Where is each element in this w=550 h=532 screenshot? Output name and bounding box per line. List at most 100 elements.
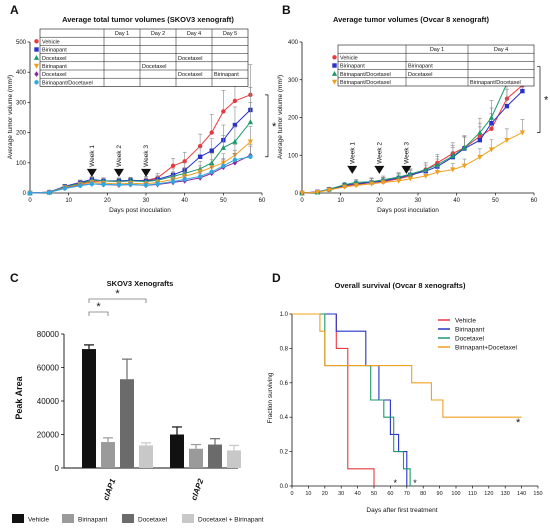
chart-a-point (220, 144, 226, 150)
chart-c-significance-star: * (115, 288, 120, 300)
chart-b-ylabel: Average tumor volume (mm³) (277, 75, 284, 159)
chart-a-significance-bracket (265, 94, 269, 158)
chart-b-point (477, 129, 483, 135)
chart-a-table-marker (34, 47, 39, 52)
chart-a-table-marker (34, 80, 39, 85)
chart-a-point (197, 174, 203, 179)
chart-b-point (450, 167, 456, 173)
chart-a-series-line (29, 94, 251, 194)
chart-a-x-tick-label: 50 (220, 198, 227, 204)
chart-a-week-label: Week 1 (89, 145, 96, 167)
chart-a-series-2 (29, 102, 253, 194)
chart-d-x-tick-label: 0 (290, 491, 293, 497)
chart-b-point (450, 153, 456, 159)
chart-b-point (369, 181, 375, 187)
chart-b-table-marker (332, 55, 337, 60)
chart-d-x-tick-label: 110 (468, 491, 477, 497)
chart-a-table-cell: Docetaxel (178, 72, 202, 78)
chart-a-x-tick-label: 40 (181, 198, 188, 204)
panel-label-c: C (10, 271, 19, 285)
chart-b-point (423, 166, 429, 172)
chart-d-x-tick-label: 10 (305, 491, 311, 497)
chart-b-table-frame (337, 44, 535, 87)
chart-c-bar-docetaxel (208, 444, 222, 468)
chart-b-x-tick-label: 60 (531, 198, 538, 204)
legend-swatch-birinapant (62, 514, 74, 523)
legend-swatch-docetaxel (122, 514, 134, 523)
chart-b-point (504, 137, 510, 143)
chart-b-week-arrow (401, 165, 412, 174)
chart-d-x-tick-label: 140 (517, 491, 526, 497)
chart-a-series-3 (29, 126, 253, 194)
chart-b-week-label: Week 2 (376, 142, 383, 164)
chart-a-series-line (29, 121, 251, 194)
chart-b-y-tick-label: 300 (288, 78, 299, 84)
chart-c-category-label: cIAP2 (189, 477, 205, 501)
chart-a-point (116, 182, 122, 188)
chart-a-week-label: Week 3 (143, 145, 150, 167)
chart-a-table-cell: Birinapant (42, 48, 67, 54)
chart-a-table-cell: Birinapant/Docetaxel (42, 80, 93, 86)
chart-b-point (326, 187, 332, 193)
legend-label-vehicle: Vehicle (28, 517, 49, 524)
chart-d-significance-star: * (413, 478, 417, 488)
chart-d-legend-label: Vehicle (455, 318, 476, 325)
chart-a-point (232, 157, 238, 162)
chart-a-table-marker (33, 63, 40, 69)
chart-b-point (380, 180, 386, 186)
chart-a-y-tick-label: 300 (16, 100, 27, 106)
chart-b-point (423, 173, 429, 179)
chart-b-point (519, 130, 525, 136)
chart-b-x-tick-label: 10 (337, 198, 344, 204)
chart-d-x-tick-label: 100 (451, 491, 460, 497)
panel-label-a: A (10, 3, 19, 17)
chart-a-table-cell: Birinapant (214, 72, 239, 78)
chart-c-bar-vehicle (82, 349, 96, 468)
chart-d-y-tick-label: 1.0 (280, 312, 289, 318)
chart-b-table-cell: Birinapant/Docetaxel (470, 80, 521, 86)
chart-c-title: SKOV3 Xenografts (107, 279, 174, 288)
chart-a-x-tick-label: 10 (65, 198, 72, 204)
chart-a-week-arrow (113, 168, 124, 177)
chart-d-xlabel: Days after first treatment (366, 507, 437, 514)
chart-b-point (461, 163, 467, 169)
chart-d-x-tick-label: 30 (338, 491, 344, 497)
chart-d-y-tick-label: 0.0 (280, 484, 289, 490)
chart-a-table-cell: Docetaxel (42, 56, 66, 62)
chart-b-xlabel: Days post inoculation (377, 207, 439, 214)
chart-b-x-tick-label: 0 (300, 198, 304, 204)
chart-d-x-tick-label: 50 (371, 491, 377, 497)
chart-c-bar-vehicle (170, 434, 184, 468)
chart-a-table-cell: Docetaxel (178, 56, 202, 62)
chart-a-point (247, 139, 253, 145)
chart-b-point (504, 103, 510, 109)
chart-a-point (128, 182, 133, 187)
chart-d-x-tick-label: 60 (387, 491, 393, 497)
chart-b-point (520, 88, 525, 94)
chart-d-survival-curve-2 (292, 313, 411, 486)
chart-d-significance-star: * (394, 478, 398, 488)
chart-a-title: Average total tumor volumes (SKOV3 xenog… (62, 15, 234, 24)
chart-a-table-marker (33, 54, 40, 60)
chart-b-significance-star: * (544, 95, 549, 107)
chart-b-x-tick-label: 20 (376, 198, 383, 204)
chart-a-point (209, 169, 214, 175)
chart-a-point (78, 183, 83, 188)
chart-b-series-1 (301, 70, 525, 194)
chart-d-survival-curve-3 (292, 313, 522, 418)
chart-a-table-cell: Birinapant (42, 64, 67, 70)
chart-d-x-tick-label: 80 (420, 491, 426, 497)
legend-swatch-docetaxel-birinapant (182, 514, 194, 523)
chart-a-table-marker (34, 39, 39, 44)
chart-b-table-cell: Docetaxel (408, 72, 432, 78)
chart-a-point (101, 182, 106, 187)
chart-a-table-marker (34, 71, 39, 77)
legend-label-docetaxel-birinapant: Docetaxel + Birinapant (198, 517, 264, 524)
chart-a-point (170, 163, 176, 169)
chart-b-y-tick-label: 0 (295, 191, 299, 197)
chart-a-x-tick-label: 0 (28, 198, 32, 204)
chart-c-y-tick-label: 20000 (37, 431, 60, 440)
chart-b-y-tick-label: 100 (288, 153, 299, 159)
chart-b-table-cell: Birinapant (408, 64, 433, 70)
chart-c-y-tick-label: 40000 (37, 397, 60, 406)
